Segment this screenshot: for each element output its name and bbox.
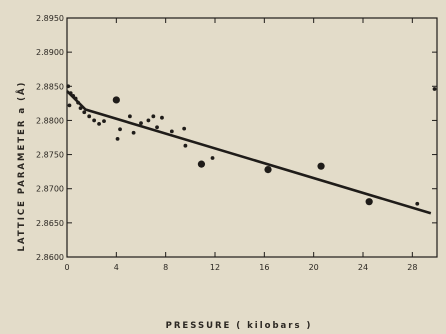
- data-point-large: [197, 160, 206, 168]
- data-point-small: [131, 130, 136, 135]
- x-tick-label: 28: [407, 263, 417, 272]
- data-point-small: [78, 106, 83, 111]
- data-point-small: [182, 126, 187, 131]
- fit-line-group: [66, 90, 432, 215]
- y-axis-title: LATTICE PARAMETER a (Å): [16, 81, 27, 252]
- data-point-small: [71, 93, 76, 98]
- data-point-small: [183, 143, 188, 148]
- y-tick-label: 2.8750: [36, 151, 64, 160]
- x-tick-label: 0: [64, 263, 69, 272]
- data-point-small: [102, 119, 106, 124]
- data-point-small: [139, 121, 143, 126]
- data-point-small: [146, 118, 151, 123]
- y-tick-label: 2.8950: [36, 14, 64, 23]
- data-point-small: [73, 96, 78, 101]
- fit-line: [66, 90, 432, 215]
- data-point-small: [97, 121, 101, 126]
- data-point-small: [151, 114, 156, 119]
- data-point-large: [264, 165, 272, 174]
- data-point-small: [210, 156, 215, 160]
- data-point-small: [92, 118, 97, 123]
- data-point-small: [87, 114, 92, 119]
- x-tick-label: 4: [114, 263, 119, 272]
- plot-frame: [66, 17, 438, 258]
- data-point-small: [169, 129, 174, 134]
- data-point-small: [432, 87, 437, 91]
- y-tick-label: 2.8850: [36, 82, 64, 91]
- data-point-large: [112, 96, 120, 104]
- data-point-small: [67, 103, 72, 108]
- y-tick-label: 2.8600: [36, 253, 64, 262]
- data-point-small: [415, 201, 420, 206]
- x-tick-label: 24: [358, 263, 368, 272]
- data-point-small: [127, 114, 132, 119]
- y-tick-label: 2.8900: [36, 48, 64, 57]
- axes: [66, 17, 438, 258]
- x-axis-title: PRESSURE ( kilobars ): [166, 321, 313, 331]
- data-point-small: [115, 136, 120, 141]
- data-point-large: [365, 198, 373, 206]
- x-tick-label: 16: [259, 263, 269, 272]
- data-point-small: [66, 84, 71, 89]
- y-tick-label: 2.8650: [36, 219, 64, 228]
- data-point-small: [76, 100, 80, 105]
- y-tick-label: 2.8800: [36, 116, 64, 125]
- data-point-small: [160, 115, 164, 120]
- x-tick-label: 8: [163, 263, 168, 272]
- data-point-small: [118, 127, 122, 132]
- data-point-large: [317, 162, 325, 170]
- x-tick-label: 12: [210, 263, 220, 272]
- ticks: 2.8600 2.8650 2.8700 2.8750 2.8800 2.8850 2.89…: [36, 14, 437, 272]
- data-point-small: [82, 110, 87, 115]
- points: [66, 84, 437, 206]
- x-tick-label: 20: [309, 263, 319, 272]
- data-point-small: [68, 91, 73, 96]
- data-point-small: [155, 125, 159, 130]
- y-tick-label: 2.8700: [36, 185, 64, 194]
